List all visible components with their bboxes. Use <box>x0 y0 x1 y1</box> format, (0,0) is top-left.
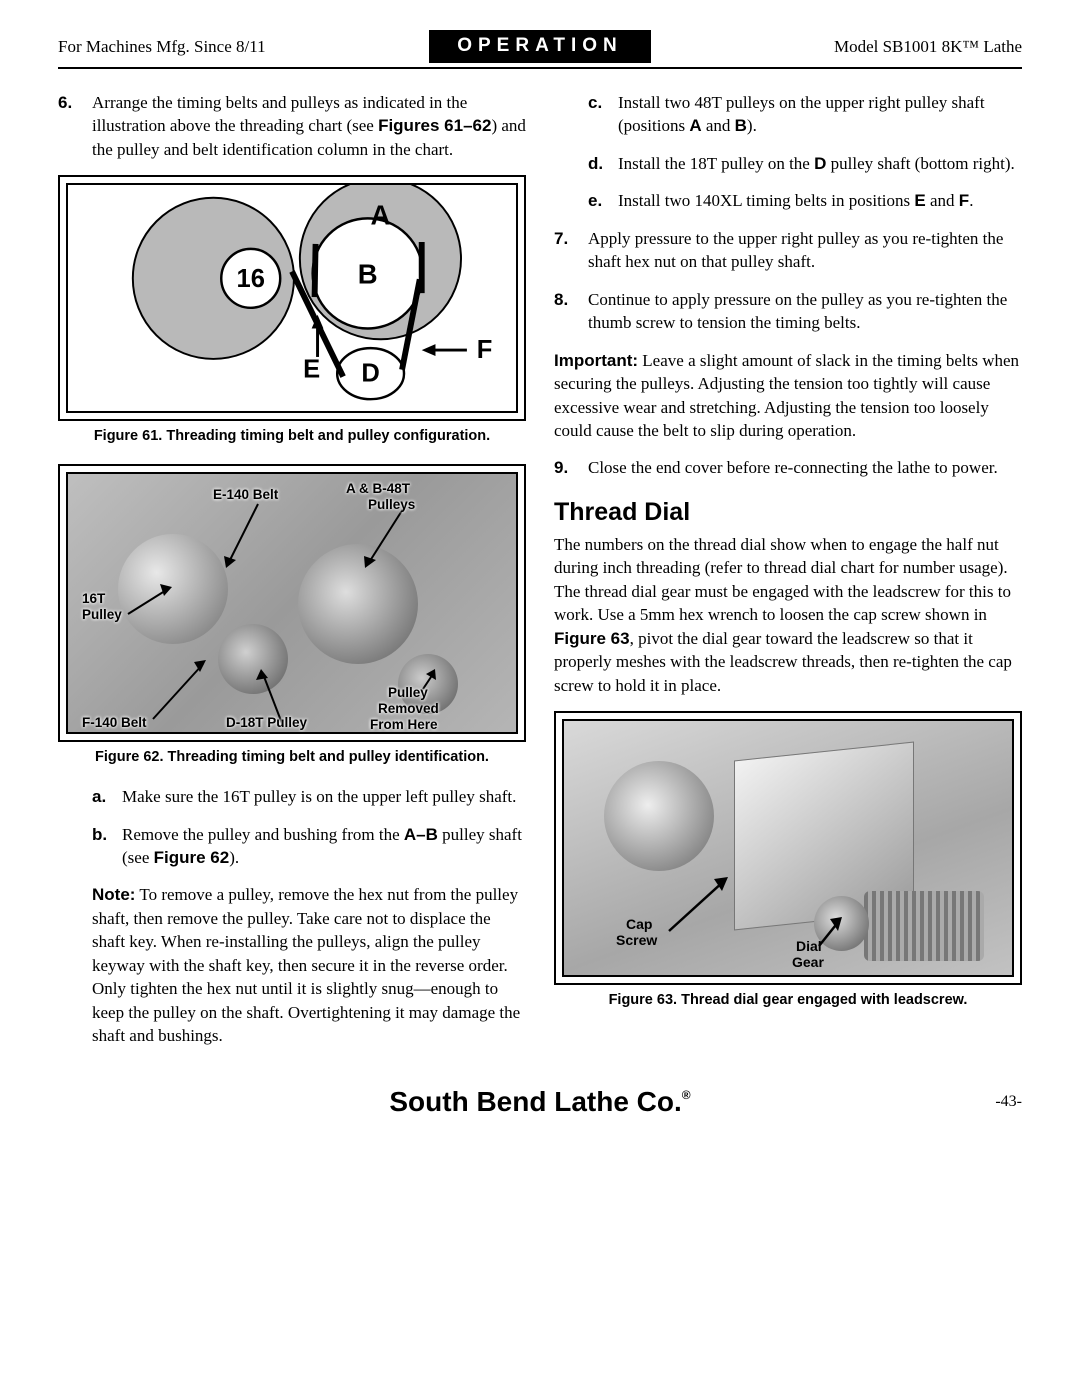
figure-63-photo: Cap Screw Dial Gear <box>562 719 1014 977</box>
fig62-pr1: Pulley <box>388 686 428 701</box>
step-8: 8. Continue to apply pressure on the pul… <box>554 288 1022 335</box>
left-column: 6. Arrange the timing belts and pulleys … <box>58 91 526 1062</box>
label-B: B <box>358 259 378 290</box>
fig63-dial: Dial <box>796 939 822 954</box>
step-9: 9. Close the end cover before re-connect… <box>554 456 1022 479</box>
substep-c: c. Install two 48T pulleys on the upper … <box>554 91 1022 138</box>
right-column: c. Install two 48T pulleys on the upper … <box>554 91 1022 1062</box>
page-header: For Machines Mfg. Since 8/11 OPERATION M… <box>58 30 1022 69</box>
substep-body: Make sure the 16T pulley is on the upper… <box>122 785 526 808</box>
figure-62-photo: E-140 Belt A & B-48T Pulleys 16T Pulley … <box>66 472 518 734</box>
substep-a: a. Make sure the 16T pulley is on the up… <box>58 785 526 808</box>
figure-61-diagram: A B 16 D E F <box>66 183 518 413</box>
page-number: -43- <box>995 1093 1022 1111</box>
page-footer: South Bend Lathe Co.® -43- <box>58 1086 1022 1118</box>
fig62-e140: E-140 Belt <box>213 488 278 503</box>
label-D: D <box>361 360 379 388</box>
label-F: F <box>477 336 493 364</box>
figure-63-caption: Figure 63. Thread dial gear engaged with… <box>554 991 1022 1010</box>
label-16: 16 <box>237 266 265 294</box>
note-block: Note: To remove a pulley, remove the hex… <box>58 883 526 1047</box>
fig62-pulleys: Pulleys <box>368 498 415 513</box>
step-body: Continue to apply pressure on the pulley… <box>588 288 1022 335</box>
figure-61-caption: Figure 61. Threading timing belt and pul… <box>58 427 526 446</box>
step-7: 7. Apply pressure to the upper right pul… <box>554 227 1022 274</box>
fig63-gear: Gear <box>792 955 824 970</box>
substep-body: Install the 18T pulley on the D pulley s… <box>618 152 1022 175</box>
header-right: Model SB1001 8K™ Lathe <box>651 37 1022 57</box>
step-body: Apply pressure to the upper right pulley… <box>588 227 1022 274</box>
fig62-f140: F-140 Belt <box>82 716 147 731</box>
important-block: Important: Leave a slight amount of slac… <box>554 349 1022 443</box>
fig63-cap: Cap <box>626 917 652 932</box>
pulley-diagram-svg: A B 16 D E F <box>68 185 516 411</box>
substep-letter: e. <box>588 189 618 212</box>
step-number: 6. <box>58 91 92 161</box>
figure-61-frame: A B 16 D E F <box>58 175 526 421</box>
step-6: 6. Arrange the timing belts and pulleys … <box>58 91 526 161</box>
substep-body: Remove the pulley and bushing from the A… <box>122 823 526 870</box>
step-number: 9. <box>554 456 588 479</box>
fig62-pr2: Removed <box>378 702 439 717</box>
substep-body: Install two 140XL timing belts in positi… <box>618 189 1022 212</box>
step-number: 8. <box>554 288 588 335</box>
fig62-d18t: D-18T Pulley <box>226 716 307 731</box>
fig62-pulley: Pulley <box>82 608 122 623</box>
fig62-ab48t: A & B-48T <box>346 482 410 497</box>
substep-body: Install two 48T pulleys on the upper rig… <box>618 91 1022 138</box>
fig62-arrows <box>68 474 516 732</box>
step-number: 7. <box>554 227 588 274</box>
substep-b: b. Remove the pulley and bushing from th… <box>58 823 526 870</box>
thread-dial-heading: Thread Dial <box>554 498 1022 527</box>
header-left: For Machines Mfg. Since 8/11 <box>58 37 429 57</box>
header-section-badge: OPERATION <box>429 30 651 63</box>
substep-e: e. Install two 140XL timing belts in pos… <box>554 189 1022 212</box>
substep-letter: b. <box>92 823 122 870</box>
brand-logo-text: South Bend Lathe Co.® <box>389 1086 690 1118</box>
thread-dial-paragraph: The numbers on the thread dial show when… <box>554 533 1022 697</box>
fig62-16t: 16T <box>82 592 105 607</box>
fig63-screw: Screw <box>616 933 657 948</box>
figure-63-frame: Cap Screw Dial Gear <box>554 711 1022 985</box>
figure-62-caption: Figure 62. Threading timing belt and pul… <box>58 748 526 767</box>
substep-letter: c. <box>588 91 618 138</box>
fig62-pr3: From Here <box>370 718 438 733</box>
step-body: Close the end cover before re-connecting… <box>588 456 1022 479</box>
substep-letter: a. <box>92 785 122 808</box>
substep-d: d. Install the 18T pulley on the D pulle… <box>554 152 1022 175</box>
two-column-layout: 6. Arrange the timing belts and pulleys … <box>58 91 1022 1062</box>
substep-letter: d. <box>588 152 618 175</box>
label-A: A <box>370 200 390 231</box>
step-body: Arrange the timing belts and pulleys as … <box>92 91 526 161</box>
figure-62-frame: E-140 Belt A & B-48T Pulleys 16T Pulley … <box>58 464 526 742</box>
label-E: E <box>303 356 320 384</box>
